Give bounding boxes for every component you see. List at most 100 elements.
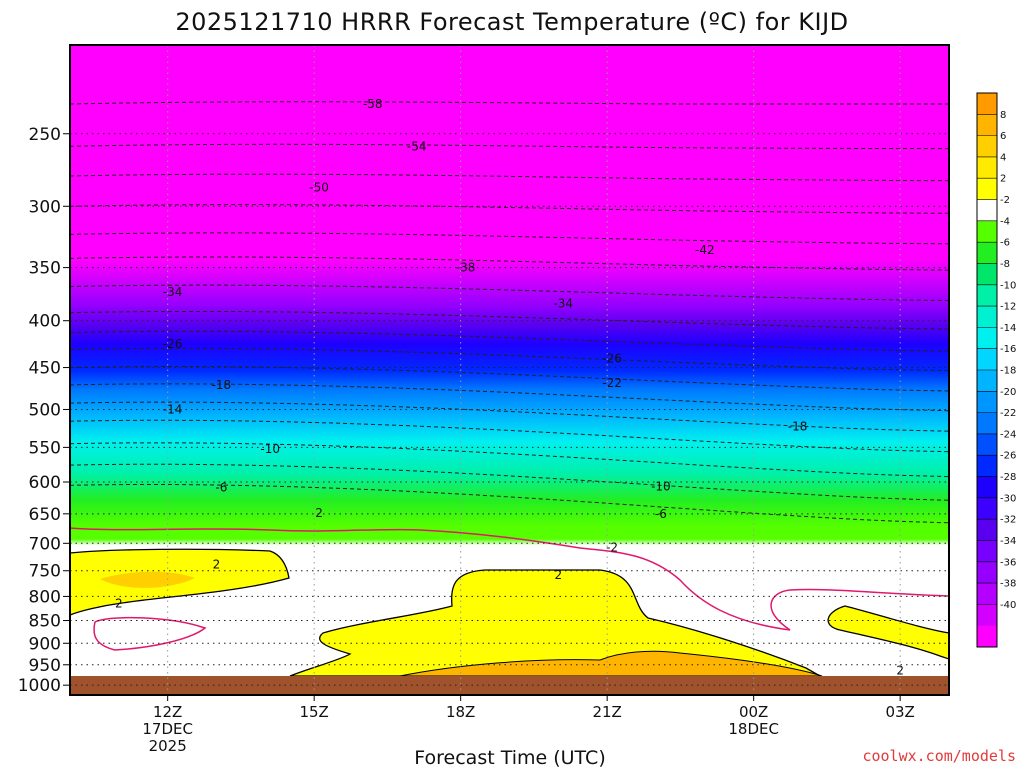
isotherm-line — [70, 310, 949, 330]
x-tick-label: 03Z — [885, 703, 914, 721]
isotherm-label: -34 — [163, 285, 183, 299]
isotherm-line — [70, 256, 949, 271]
isotherm-line — [70, 232, 949, 245]
y-tick-label: 450 — [29, 359, 61, 379]
grid-lines — [70, 45, 949, 695]
colorbar-segment — [977, 561, 997, 584]
warm-region-right — [827, 605, 949, 660]
y-tick-label: 250 — [29, 125, 61, 145]
isotherm-lines — [70, 101, 949, 524]
x-tick-label: 12Z — [153, 703, 182, 721]
isotherm-label: -6 — [215, 480, 227, 494]
y-tick-label: 750 — [29, 562, 61, 582]
colorbar-tick-label: -18 — [1000, 366, 1016, 377]
isotherm-label: 2 — [213, 557, 221, 571]
isotherm-label: -18 — [212, 378, 232, 392]
y-tick-label: 850 — [29, 612, 61, 632]
isotherm-label: -38 — [456, 261, 476, 275]
colorbar-segment — [977, 497, 997, 520]
isotherm-label: -58 — [363, 97, 383, 111]
colorbar-segment — [977, 433, 997, 456]
colorbar-tick-label: -8 — [1000, 259, 1010, 270]
colorbar-tick-label: -14 — [1000, 323, 1016, 334]
warm-region-main — [289, 569, 823, 677]
x-tick-label: 00Z — [739, 703, 768, 721]
isotherm-labels: -58-54-50-42-38-34-34-26-26-22-18-14-18-… — [115, 97, 904, 678]
y-tick-label: 500 — [29, 400, 61, 420]
y-tick-label: 300 — [29, 197, 61, 217]
colorbar-tick-label: -16 — [1000, 344, 1016, 355]
colorbar-segment — [977, 391, 997, 414]
x-tick-label: 18DEC — [728, 720, 779, 738]
colorbar-segment — [977, 178, 997, 201]
isotherm-label: -22 — [602, 376, 622, 390]
x-axis-label: Forecast Time (UTC) — [414, 747, 605, 768]
x-tick-label: 18Z — [446, 703, 475, 721]
colorbar-tick-label: -36 — [1000, 557, 1016, 568]
colorbar-tick-label: -38 — [1000, 579, 1016, 590]
y-tick-label: 950 — [29, 656, 61, 676]
freezing-line — [70, 527, 949, 631]
colorbar-segment — [977, 583, 997, 605]
colorbar: 8 6 4 2 -2 -4 -6 -8 -10 -12 -14 -16 -18 -20 -22 -24 -26 -… — [976, 92, 1016, 648]
isotherm-line — [70, 383, 949, 412]
isotherm-label: -14 — [163, 402, 183, 416]
colorbar-segment — [977, 476, 997, 499]
plot-frame — [69, 44, 950, 696]
colorbar-segment — [977, 327, 997, 350]
colorbar-tick-label: -24 — [1000, 429, 1016, 440]
isotherm-line — [70, 347, 949, 372]
colorbar-tick-label: -30 — [1000, 493, 1016, 504]
x-tick-label: 17DEC — [142, 720, 193, 738]
isotherm-line — [70, 442, 949, 478]
y-tick-label: 800 — [29, 587, 61, 607]
colorbar-tick-label: -12 — [1000, 302, 1016, 313]
colorbar-segment — [977, 306, 997, 328]
x-tick-label: 2025 — [149, 737, 187, 755]
isotherm-label: -6 — [655, 507, 667, 521]
colorbar-segment — [977, 519, 997, 541]
isotherm-line — [70, 419, 949, 453]
colorbar-segment — [977, 348, 997, 371]
colorbar-tick-label: -34 — [1000, 536, 1016, 547]
colorbar-tick-label: -22 — [1000, 408, 1016, 419]
colorbar-tick-label: 2 — [1000, 174, 1006, 185]
colorbar-tick-label: -40 — [1000, 600, 1016, 611]
colorbar-tick-label: -28 — [1000, 472, 1016, 483]
colorbar-tick-label: 6 — [1000, 131, 1006, 142]
colorbar-tick-label: -2 — [1000, 195, 1010, 206]
isotherm-label: -54 — [407, 139, 427, 153]
isotherm-line — [70, 483, 949, 524]
isotherm-label: -10 — [651, 480, 671, 494]
warm-core-left — [100, 571, 195, 588]
colorbar-segment — [977, 412, 997, 435]
y-tick-label: 350 — [29, 259, 61, 279]
colorbar-tick-label: -6 — [1000, 238, 1010, 249]
credit-text: coolwx.com/models — [862, 747, 1016, 765]
colorbar-segment — [977, 93, 997, 115]
colorbar-segment — [977, 156, 997, 179]
colorbar-tick-label: -32 — [1000, 515, 1016, 526]
colorbar-segment — [977, 199, 997, 222]
colorbar-tick-label: 8 — [1000, 110, 1006, 121]
isotherm-line — [70, 101, 949, 105]
colorbar-segment — [977, 114, 997, 137]
colorbar-segment — [977, 455, 997, 478]
ground-surface — [70, 676, 949, 695]
colorbar-tick-label: -4 — [1000, 216, 1010, 227]
colorbar-segment — [977, 242, 997, 264]
isotherm-label: -26 — [163, 337, 183, 351]
isotherm-line — [70, 401, 949, 432]
y-tick-label: 550 — [29, 438, 61, 458]
isotherm-line — [70, 366, 949, 392]
isotherm-line — [70, 284, 949, 301]
isotherm-label: -34 — [553, 296, 573, 310]
isotherm-line — [70, 143, 949, 150]
colorbar-segment — [977, 263, 997, 286]
colorbar-segment — [977, 220, 997, 243]
colorbar-segment — [977, 604, 997, 627]
isotherm-line — [70, 204, 949, 214]
colorbar-segment — [977, 370, 997, 392]
